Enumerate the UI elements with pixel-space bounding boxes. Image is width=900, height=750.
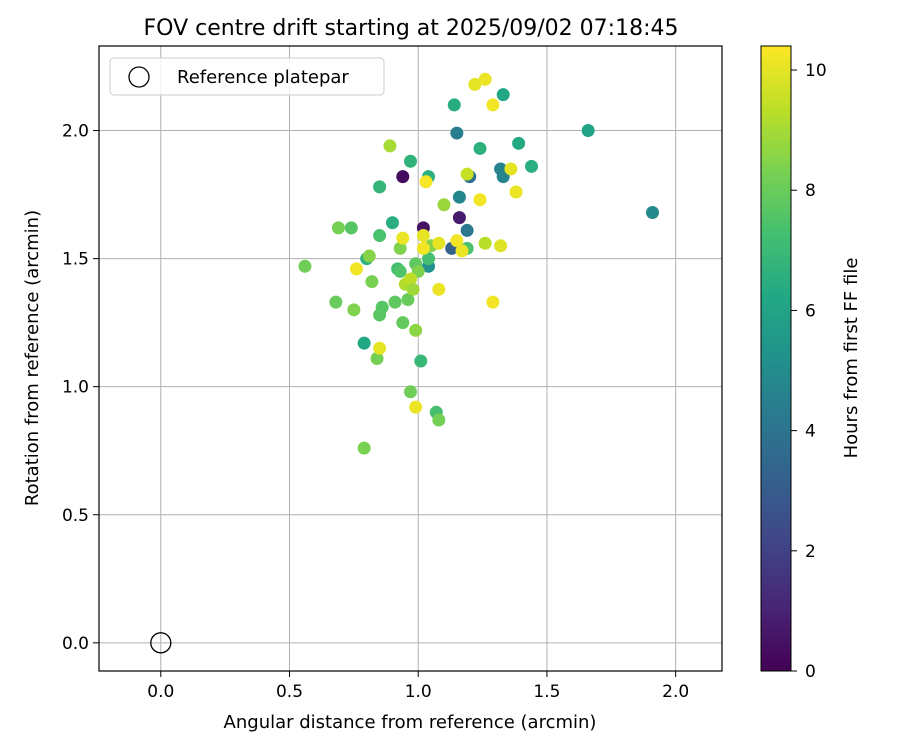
reference-point [150, 632, 172, 654]
data-point [432, 236, 446, 250]
data-point [432, 413, 446, 427]
data-point [414, 354, 428, 368]
x-axis-label: Angular distance from reference (arcmin) [224, 712, 597, 733]
data-point [494, 162, 508, 176]
data-point [416, 229, 430, 243]
colorbar-ticks: 0 2 4 6 8 10 [791, 61, 827, 682]
data-point [409, 400, 423, 414]
data-point [373, 341, 387, 355]
data-point [385, 216, 399, 230]
data-point [393, 241, 407, 255]
data-point [373, 180, 387, 194]
legend-box [109, 57, 385, 96]
data-point [468, 77, 482, 91]
data-point [404, 154, 417, 168]
legend-label: Reference platepar [177, 67, 349, 88]
data-point [373, 308, 387, 322]
data-point [437, 198, 451, 212]
data-point [432, 282, 446, 296]
data-point [455, 244, 469, 258]
data-point [416, 241, 430, 255]
data-point [486, 295, 500, 309]
data-point [450, 234, 464, 248]
data-point [406, 282, 420, 296]
data-point [347, 303, 361, 317]
data-point [452, 211, 466, 225]
legend-marker [128, 66, 150, 88]
data-point [329, 295, 343, 309]
data-point [478, 236, 492, 250]
data-point [409, 323, 423, 337]
data-point [362, 249, 376, 263]
data-point [344, 221, 358, 235]
legend: Reference platepar [109, 57, 385, 96]
data-point [383, 139, 397, 153]
colorbar-tick-label: 0 [805, 662, 816, 682]
data-point [509, 185, 523, 199]
x-tick-label: 2.0 [662, 682, 689, 702]
data-point [396, 170, 410, 184]
colorbar-tick-label: 2 [805, 542, 816, 562]
data-point [393, 264, 407, 278]
y-axis-ticks: 0.0 0.5 1.0 1.5 2.0 [62, 122, 99, 654]
data-point [450, 126, 464, 140]
data-point [396, 316, 410, 330]
data-point [524, 159, 538, 173]
data-point [373, 229, 387, 243]
colorbar-tick-label: 8 [805, 181, 816, 201]
x-tick-label: 1.0 [405, 682, 432, 702]
data-point [422, 252, 436, 266]
colorbar-gradient [760, 45, 792, 672]
y-tick-label: 0.0 [62, 634, 89, 654]
data-point [404, 272, 417, 286]
y-tick-label: 1.0 [62, 378, 89, 398]
data-point [494, 239, 508, 253]
data-point [486, 98, 500, 112]
data-point [512, 136, 526, 150]
x-axis-ticks: 0.0 0.5 1.0 1.5 2.0 [147, 671, 689, 702]
colorbar: 0 2 4 6 8 10 Hours from first FF file [760, 45, 862, 682]
y-tick-label: 1.5 [62, 250, 89, 270]
colorbar-tick-label: 4 [805, 422, 816, 442]
y-axis-label: Rotation from reference (arcmin) [22, 210, 43, 506]
data-point [357, 441, 371, 455]
colorbar-label: Hours from first FF file [841, 258, 862, 459]
data-point [370, 352, 384, 365]
data-point [473, 193, 487, 207]
data-point [504, 162, 518, 176]
data-point [460, 223, 474, 237]
data-point [357, 336, 371, 350]
colorbar-tick-label: 6 [805, 301, 816, 321]
data-point [401, 293, 415, 307]
data-point [581, 124, 595, 138]
data-point [460, 167, 474, 181]
x-tick-label: 0.5 [276, 682, 303, 702]
colorbar-tick-label: 10 [805, 61, 827, 81]
data-point [473, 141, 487, 155]
data-point [478, 72, 492, 86]
data-point [496, 88, 510, 102]
grid-lines [99, 46, 722, 671]
data-points [298, 72, 659, 455]
data-point [388, 295, 402, 309]
data-point [298, 259, 312, 273]
x-tick-label: 0.0 [147, 682, 174, 702]
data-point [645, 205, 659, 219]
data-point [447, 98, 461, 112]
data-point [404, 385, 417, 399]
data-point [452, 190, 466, 204]
data-point [419, 175, 433, 189]
plot-frame [98, 45, 723, 672]
x-tick-label: 1.5 [533, 682, 560, 702]
data-point [349, 262, 363, 276]
data-point [331, 221, 345, 235]
reference-marker [150, 632, 172, 654]
data-point [396, 231, 410, 245]
chart-title: FOV centre drift starting at 2025/09/02 … [144, 16, 679, 41]
y-tick-label: 0.5 [62, 506, 89, 526]
y-tick-label: 2.0 [62, 122, 89, 142]
data-point [365, 275, 379, 289]
